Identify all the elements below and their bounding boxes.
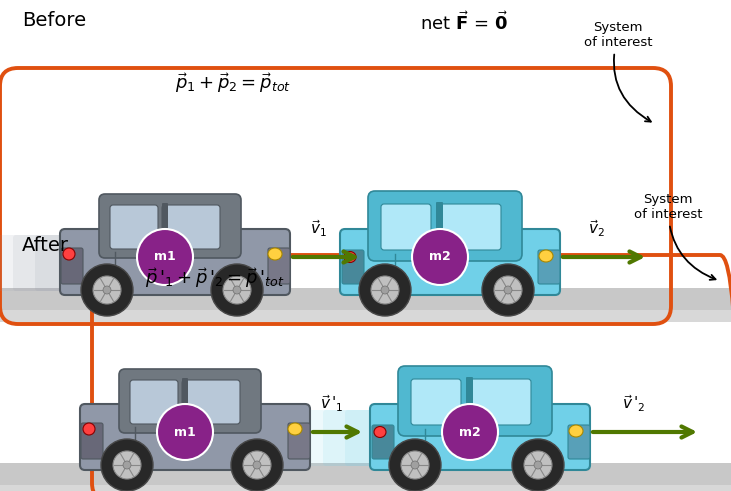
FancyBboxPatch shape xyxy=(454,436,470,444)
FancyBboxPatch shape xyxy=(0,288,731,310)
Text: System
of interest: System of interest xyxy=(634,193,716,280)
FancyBboxPatch shape xyxy=(345,410,461,466)
Ellipse shape xyxy=(569,425,583,437)
FancyBboxPatch shape xyxy=(323,410,439,466)
FancyBboxPatch shape xyxy=(437,204,501,250)
FancyBboxPatch shape xyxy=(342,250,364,284)
FancyBboxPatch shape xyxy=(268,248,290,284)
FancyBboxPatch shape xyxy=(368,191,522,261)
Text: m2: m2 xyxy=(429,250,451,264)
Circle shape xyxy=(401,451,429,479)
FancyBboxPatch shape xyxy=(119,369,261,433)
Text: net $\vec{\mathbf{F}}$ = $\vec{\mathbf{0}}$: net $\vec{\mathbf{F}}$ = $\vec{\mathbf{0… xyxy=(420,11,508,34)
Circle shape xyxy=(412,229,468,285)
Circle shape xyxy=(223,276,251,304)
Text: $\vec{v}\,'_1$: $\vec{v}\,'_1$ xyxy=(320,393,344,414)
Circle shape xyxy=(534,461,542,469)
Circle shape xyxy=(93,276,121,304)
FancyBboxPatch shape xyxy=(538,250,560,284)
Circle shape xyxy=(103,286,111,294)
Text: $\vec{v}\,'_2$: $\vec{v}\,'_2$ xyxy=(622,393,645,414)
FancyBboxPatch shape xyxy=(411,379,461,425)
Ellipse shape xyxy=(374,427,386,437)
FancyBboxPatch shape xyxy=(0,310,731,322)
Text: m1: m1 xyxy=(154,250,176,264)
Circle shape xyxy=(411,461,419,469)
FancyBboxPatch shape xyxy=(110,205,158,249)
Text: m2: m2 xyxy=(459,426,481,438)
Circle shape xyxy=(524,451,552,479)
Circle shape xyxy=(137,229,193,285)
FancyBboxPatch shape xyxy=(13,235,134,291)
FancyBboxPatch shape xyxy=(162,205,220,249)
FancyBboxPatch shape xyxy=(164,434,182,442)
FancyBboxPatch shape xyxy=(130,380,178,424)
Circle shape xyxy=(233,286,241,294)
Circle shape xyxy=(81,264,133,316)
Text: System
of interest: System of interest xyxy=(584,21,652,122)
FancyBboxPatch shape xyxy=(370,404,590,470)
FancyBboxPatch shape xyxy=(182,378,188,424)
FancyBboxPatch shape xyxy=(288,423,310,459)
Circle shape xyxy=(359,264,411,316)
Text: $\vec{p}_1 + \vec{p}_2 = \vec{p}_{tot}$: $\vec{p}_1 + \vec{p}_2 = \vec{p}_{tot}$ xyxy=(175,71,291,95)
FancyBboxPatch shape xyxy=(301,410,417,466)
FancyBboxPatch shape xyxy=(0,485,731,491)
Circle shape xyxy=(442,404,498,460)
FancyBboxPatch shape xyxy=(381,204,431,250)
Circle shape xyxy=(512,439,564,491)
Circle shape xyxy=(211,264,263,316)
Circle shape xyxy=(482,264,534,316)
FancyBboxPatch shape xyxy=(568,425,590,459)
Text: $\vec{v}_1$: $\vec{v}_1$ xyxy=(309,218,327,239)
Text: After: After xyxy=(22,236,69,255)
Circle shape xyxy=(113,451,141,479)
Ellipse shape xyxy=(288,423,302,435)
FancyBboxPatch shape xyxy=(144,259,162,267)
Ellipse shape xyxy=(344,251,356,263)
Circle shape xyxy=(389,439,441,491)
Circle shape xyxy=(381,286,389,294)
Ellipse shape xyxy=(83,423,95,435)
Circle shape xyxy=(371,276,399,304)
FancyBboxPatch shape xyxy=(424,261,440,269)
FancyBboxPatch shape xyxy=(466,377,473,425)
Circle shape xyxy=(101,439,153,491)
Circle shape xyxy=(123,461,131,469)
Circle shape xyxy=(157,404,213,460)
Circle shape xyxy=(504,286,512,294)
FancyBboxPatch shape xyxy=(81,423,103,459)
Ellipse shape xyxy=(539,250,553,262)
FancyBboxPatch shape xyxy=(372,425,394,459)
FancyBboxPatch shape xyxy=(0,235,112,291)
FancyBboxPatch shape xyxy=(61,248,83,284)
FancyBboxPatch shape xyxy=(162,203,168,249)
FancyBboxPatch shape xyxy=(0,463,731,485)
Text: Before: Before xyxy=(22,11,86,30)
Ellipse shape xyxy=(63,248,75,260)
Text: m1: m1 xyxy=(174,426,196,438)
Text: $\vec{p}\,'_1 + \vec{p}\,'_2 = \vec{p}\,'_{tot}$: $\vec{p}\,'_1 + \vec{p}\,'_2 = \vec{p}\,… xyxy=(145,266,284,290)
Ellipse shape xyxy=(268,248,282,260)
Circle shape xyxy=(231,439,283,491)
FancyBboxPatch shape xyxy=(60,229,290,295)
Circle shape xyxy=(243,451,271,479)
FancyBboxPatch shape xyxy=(467,379,531,425)
FancyBboxPatch shape xyxy=(436,202,443,250)
Circle shape xyxy=(494,276,522,304)
FancyBboxPatch shape xyxy=(35,235,156,291)
FancyBboxPatch shape xyxy=(80,404,310,470)
FancyBboxPatch shape xyxy=(182,380,240,424)
Text: $\vec{v}_2$: $\vec{v}_2$ xyxy=(588,218,605,239)
FancyBboxPatch shape xyxy=(99,194,241,258)
FancyBboxPatch shape xyxy=(398,366,552,436)
Circle shape xyxy=(253,461,261,469)
FancyBboxPatch shape xyxy=(340,229,560,295)
